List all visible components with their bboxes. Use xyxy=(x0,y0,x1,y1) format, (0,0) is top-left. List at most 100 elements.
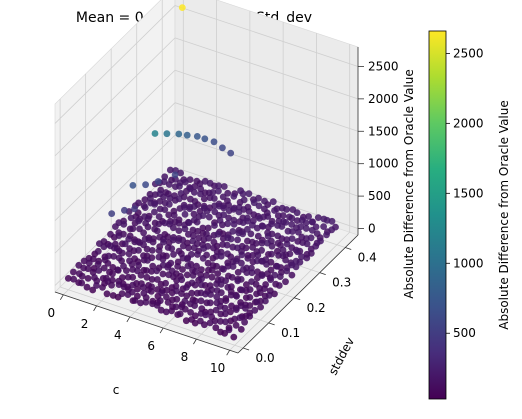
data-point xyxy=(205,213,213,221)
data-point xyxy=(89,268,97,276)
grid-line-x xyxy=(229,231,350,351)
data-point xyxy=(99,284,106,291)
data-point xyxy=(246,286,254,293)
data-point xyxy=(222,297,230,304)
data-point xyxy=(199,224,207,232)
data-point xyxy=(229,228,237,235)
data-point xyxy=(288,228,296,235)
data-point xyxy=(193,133,201,140)
data-point xyxy=(257,303,264,311)
data-point xyxy=(263,260,270,268)
data-point xyxy=(143,245,151,253)
data-point xyxy=(155,220,163,228)
data-point xyxy=(234,268,242,276)
data-point xyxy=(104,260,112,267)
data-point xyxy=(213,262,221,270)
data-point xyxy=(206,299,214,307)
data-point xyxy=(172,303,180,311)
data-point xyxy=(279,212,287,219)
data-point xyxy=(238,251,246,259)
data-point xyxy=(70,275,77,283)
data-point xyxy=(129,182,137,189)
z-tick-label: 500 xyxy=(368,189,391,203)
grid-line-z xyxy=(54,102,176,221)
data-point xyxy=(165,200,173,208)
y-tick-label: 0.4 xyxy=(358,251,377,265)
data-point xyxy=(78,272,86,280)
data-point xyxy=(114,267,122,274)
z-tick-label: 2000 xyxy=(368,92,399,106)
data-point xyxy=(191,302,199,309)
data-point xyxy=(197,190,204,198)
data-point xyxy=(213,293,221,301)
data-point xyxy=(208,266,216,274)
data-point xyxy=(142,298,150,306)
data-point xyxy=(189,237,197,245)
data-point xyxy=(288,214,296,222)
data-point xyxy=(166,166,174,174)
data-point xyxy=(239,219,247,227)
data-point xyxy=(253,224,261,232)
data-point xyxy=(175,195,183,203)
y-tick-label: 0.3 xyxy=(332,276,351,290)
data-point xyxy=(245,190,253,198)
data-point xyxy=(160,238,167,246)
data-point xyxy=(162,308,170,316)
data-point xyxy=(230,333,238,341)
data-point xyxy=(305,213,312,220)
x-tick-mark xyxy=(93,305,97,312)
data-point xyxy=(259,222,267,230)
data-point xyxy=(267,276,275,283)
data-point xyxy=(198,266,205,273)
data-point xyxy=(147,287,155,295)
data-point xyxy=(187,309,195,316)
data-point xyxy=(141,196,149,204)
data-point xyxy=(153,227,161,235)
data-point xyxy=(215,187,222,195)
data-point xyxy=(274,212,282,220)
data-point xyxy=(144,256,151,264)
data-point xyxy=(203,207,211,215)
data-point xyxy=(176,310,184,318)
data-point xyxy=(271,207,278,214)
data-point xyxy=(110,253,118,260)
data-point xyxy=(307,249,315,257)
data-point xyxy=(142,181,150,189)
data-point xyxy=(250,199,258,207)
data-point xyxy=(148,268,155,275)
data-point xyxy=(228,274,236,281)
grid-line-z xyxy=(174,134,359,197)
data-point xyxy=(191,281,199,289)
data-point xyxy=(224,220,232,228)
y-axis-line xyxy=(237,234,359,354)
data-point xyxy=(208,273,216,281)
data-point xyxy=(163,130,171,138)
data-point xyxy=(215,202,223,210)
data-point xyxy=(197,185,205,193)
data-point xyxy=(282,256,289,264)
data-point xyxy=(246,294,254,301)
data-point xyxy=(264,232,272,240)
data-point xyxy=(271,290,278,298)
data-point xyxy=(103,290,111,298)
data-point xyxy=(253,257,261,265)
data-point xyxy=(268,250,275,258)
data-point xyxy=(255,194,262,202)
data-point xyxy=(317,237,324,245)
data-point xyxy=(155,213,163,221)
data-point xyxy=(100,264,108,272)
data-point xyxy=(80,257,88,265)
data-point xyxy=(238,286,246,294)
data-point xyxy=(197,297,205,305)
data-point xyxy=(159,270,167,278)
data-point xyxy=(178,290,185,297)
y-tick-mark xyxy=(268,322,275,326)
data-point xyxy=(223,241,231,249)
x-tick-mark xyxy=(226,350,231,356)
data-point xyxy=(242,244,250,252)
data-point xyxy=(159,255,167,263)
data-point xyxy=(149,238,157,246)
data-point xyxy=(148,247,156,254)
data-point xyxy=(230,193,238,200)
data-point xyxy=(225,326,233,334)
